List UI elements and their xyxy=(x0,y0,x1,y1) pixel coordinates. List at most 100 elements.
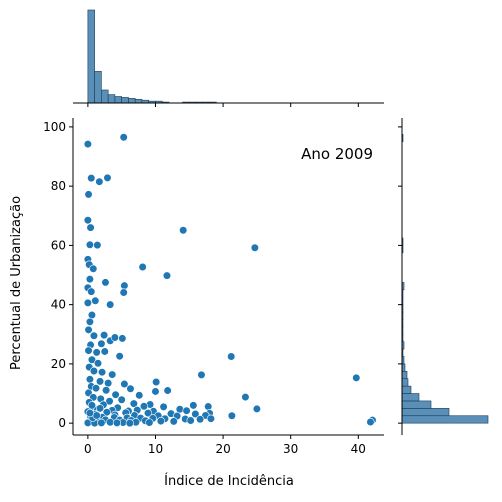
data-point xyxy=(102,386,111,395)
data-point xyxy=(159,402,168,411)
x-tick-label: 20 xyxy=(215,442,230,456)
data-point xyxy=(163,386,172,395)
data-point xyxy=(145,418,154,427)
y-tick-label: 100 xyxy=(43,120,66,134)
data-point xyxy=(204,402,213,411)
x-tick-label: 10 xyxy=(148,442,163,456)
y-histogram-bar xyxy=(401,385,412,394)
data-point xyxy=(135,391,144,400)
data-point xyxy=(87,355,97,364)
data-point xyxy=(126,384,135,393)
data-point xyxy=(97,368,107,377)
y-tick-label: 80 xyxy=(51,179,66,193)
data-point xyxy=(84,346,93,355)
data-point xyxy=(119,288,128,297)
data-point xyxy=(120,379,129,389)
data-point xyxy=(179,226,188,235)
y-histogram-bar xyxy=(401,378,409,387)
data-point xyxy=(83,139,92,149)
data-point xyxy=(206,414,216,423)
data-point xyxy=(97,418,106,427)
data-point xyxy=(99,331,109,340)
data-point xyxy=(91,296,100,305)
data-point xyxy=(85,240,95,249)
x-histogram-bar xyxy=(134,98,143,104)
data-point xyxy=(87,287,96,296)
data-point xyxy=(115,352,124,361)
data-point xyxy=(241,392,250,402)
data-point xyxy=(83,216,92,225)
data-point xyxy=(197,370,206,379)
data-point xyxy=(83,298,92,307)
data-point xyxy=(89,331,99,340)
data-point xyxy=(175,405,184,414)
y-tick-label: 0 xyxy=(58,416,66,430)
data-point xyxy=(110,333,120,342)
data-point xyxy=(143,408,153,418)
scatter-points xyxy=(83,133,377,428)
data-point xyxy=(85,317,95,326)
data-point xyxy=(366,417,375,427)
y-axis-label: Percentual de Urbanização xyxy=(9,196,24,370)
data-point xyxy=(106,418,115,427)
data-point xyxy=(102,408,111,417)
data-point xyxy=(93,359,103,368)
data-point xyxy=(227,411,236,420)
data-point xyxy=(162,271,172,280)
data-point xyxy=(112,418,122,427)
data-point xyxy=(104,379,113,388)
data-point xyxy=(105,397,114,406)
data-point xyxy=(87,401,97,410)
y-tick-label: 60 xyxy=(51,238,66,252)
data-point xyxy=(103,173,112,182)
data-point xyxy=(119,133,128,142)
data-point xyxy=(189,401,198,410)
x-tick-label: 0 xyxy=(84,442,92,456)
data-point xyxy=(93,240,102,250)
data-point xyxy=(92,411,101,420)
data-point xyxy=(85,408,95,418)
data-point xyxy=(87,310,97,320)
data-point xyxy=(191,409,200,419)
data-point xyxy=(111,390,120,399)
x-histogram-bar xyxy=(128,98,136,104)
x-axis-label: Índice de Incidência xyxy=(164,473,294,489)
year-annotation: Ano 2009 xyxy=(301,145,373,163)
data-point xyxy=(186,416,195,425)
data-point xyxy=(84,325,93,334)
y-tick-label: 20 xyxy=(51,357,66,371)
data-point xyxy=(95,177,104,186)
x-tick-label: 40 xyxy=(351,442,366,456)
x-histogram-bar xyxy=(107,94,116,104)
data-point xyxy=(250,243,259,252)
data-point xyxy=(106,300,115,309)
y-tick-label: 40 xyxy=(51,298,66,312)
x-histogram-bar xyxy=(94,71,102,104)
data-point xyxy=(152,377,161,387)
data-point xyxy=(97,339,106,348)
x-histogram-bar xyxy=(114,96,122,104)
data-point xyxy=(87,174,96,183)
data-point xyxy=(85,375,95,384)
data-point xyxy=(151,387,160,396)
data-point xyxy=(352,373,361,382)
data-point xyxy=(118,334,127,343)
data-point xyxy=(139,402,149,411)
data-point xyxy=(108,370,117,379)
data-point xyxy=(120,281,129,290)
x-tick-group: 0 10 20 30 40 xyxy=(84,435,366,456)
data-point xyxy=(85,275,95,284)
data-point xyxy=(125,419,134,428)
data-point xyxy=(156,416,165,426)
x-tick-label: 30 xyxy=(283,442,298,456)
data-point xyxy=(101,278,110,287)
x-marginal-histogram xyxy=(73,9,384,107)
data-point xyxy=(117,395,126,404)
y-histogram-bar xyxy=(401,408,450,417)
data-point xyxy=(196,415,205,424)
data-point xyxy=(95,377,105,386)
data-point xyxy=(227,352,236,361)
y-marginal-histogram xyxy=(398,118,489,435)
